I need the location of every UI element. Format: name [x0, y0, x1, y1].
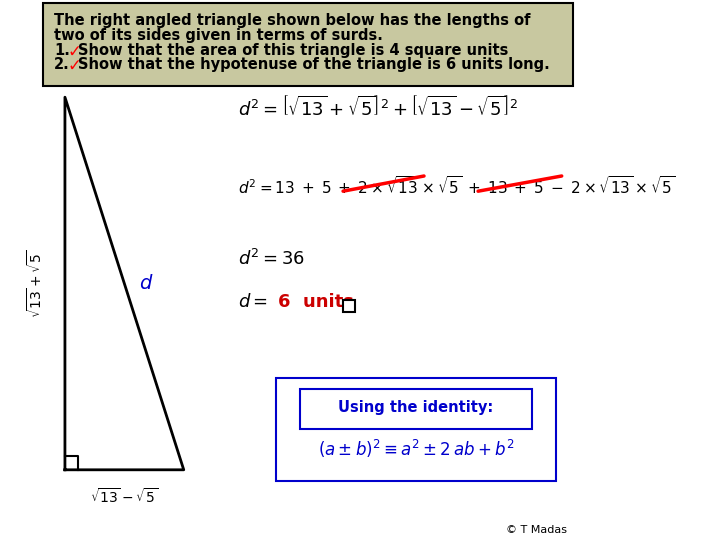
FancyBboxPatch shape: [300, 389, 532, 429]
Text: ✓: ✓: [68, 57, 81, 75]
Text: Show that the hypotenuse of the triangle is 6 units long.: Show that the hypotenuse of the triangle…: [78, 57, 550, 72]
Text: $\sqrt{13}-\sqrt{5}$: $\sqrt{13}-\sqrt{5}$: [90, 487, 158, 507]
Text: $(a \pm b)^2 \equiv a^2 \pm 2\,ab + b^2$: $(a \pm b)^2 \equiv a^2 \pm 2\,ab + b^2$: [318, 438, 514, 460]
Text: $d = $: $d = $: [238, 293, 268, 312]
Bar: [343, 300, 355, 312]
FancyBboxPatch shape: [43, 3, 572, 86]
Text: ✓: ✓: [68, 43, 81, 60]
Text: Using the identity:: Using the identity:: [338, 400, 494, 415]
Text: © T Madas: © T Madas: [506, 524, 567, 535]
Text: $d$: $d$: [139, 274, 153, 293]
Text: The right angled triangle shown below has the lengths of: The right angled triangle shown below ha…: [54, 14, 531, 29]
Text: $d^2 = 36$: $d^2 = 36$: [238, 249, 305, 269]
Text: $\sqrt{13}+\sqrt{5}$: $\sqrt{13}+\sqrt{5}$: [26, 249, 45, 318]
Text: $d^2 = \left[\sqrt{13}+\sqrt{5}\right]^2 + \left[\sqrt{13}-\sqrt{5}\right]^2$: $d^2 = \left[\sqrt{13}+\sqrt{5}\right]^2…: [238, 96, 518, 120]
Text: 1.: 1.: [54, 43, 70, 58]
Text: 2.: 2.: [54, 57, 70, 72]
Text: Show that the area of this triangle is 4 square units: Show that the area of this triangle is 4…: [78, 43, 509, 58]
Text: two of its sides given in terms of surds.: two of its sides given in terms of surds…: [54, 28, 383, 43]
Text: 6  units: 6 units: [278, 293, 354, 312]
FancyBboxPatch shape: [276, 378, 557, 481]
Text: $d^2 = 13\;+\;5\;+\;2\times\sqrt{13}\times\sqrt{5}\;+\;13\;+\;5\;-\;2\times\sqrt: $d^2 = 13\;+\;5\;+\;2\times\sqrt{13}\tim…: [238, 176, 675, 197]
